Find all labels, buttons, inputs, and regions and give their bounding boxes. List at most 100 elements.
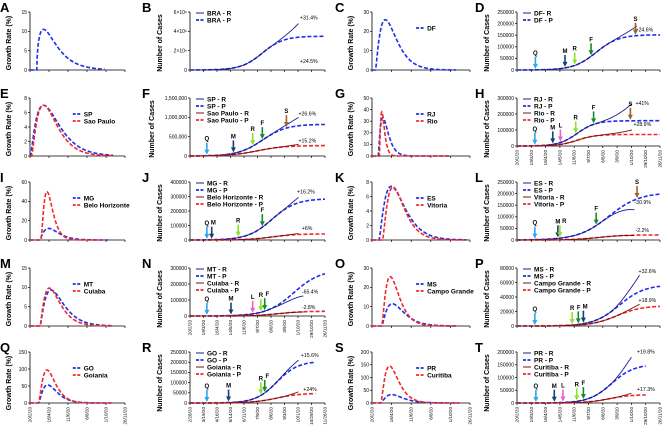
legend-item: SP - R xyxy=(196,96,226,103)
legend-label: Cuiaba - P xyxy=(207,287,239,294)
y-tick-label: 200000 xyxy=(497,350,514,356)
series-line-goiania xyxy=(30,369,112,404)
arrow-label: F xyxy=(589,37,593,43)
arrow-head-icon xyxy=(574,395,580,401)
arrow-head-icon xyxy=(575,318,581,324)
x-tick-label: 6/8/20 xyxy=(269,320,274,333)
arrow-label: M xyxy=(231,134,236,140)
x-tick-label: 19/3/20 xyxy=(201,320,206,336)
arrow-head-icon xyxy=(573,128,579,134)
y-tick-label: 10 xyxy=(363,48,369,54)
legend-label: MS - P xyxy=(534,273,555,280)
arrow-head-icon xyxy=(532,319,538,325)
y-tick-label: 150 xyxy=(361,363,370,369)
y-tick-label: 4 xyxy=(24,125,27,131)
legend-label: Campo Grande xyxy=(427,288,474,295)
arrow-label: R xyxy=(236,219,241,225)
x-tick-label: 16/4/20 xyxy=(543,407,548,423)
x-tick-label: 6/11/20 xyxy=(242,407,247,422)
y-tick-label: 0 xyxy=(184,401,187,407)
arrow-label: R xyxy=(575,382,580,388)
x-tick-label: 20/2/20 xyxy=(515,407,520,423)
y-tick-label: 20000 xyxy=(500,309,514,315)
arrow-label: M xyxy=(211,221,216,227)
series-line-pr xyxy=(372,393,460,404)
y-tick-label: 1,500,000 xyxy=(165,96,187,102)
y-tick-label: 0 xyxy=(366,401,369,407)
intervention-arrow-r: R xyxy=(557,219,567,238)
arrow-label: F xyxy=(582,381,586,387)
legend-item: Sao Paulo - R xyxy=(196,110,249,117)
y-axis-label: Growth Rate (%) xyxy=(348,102,355,156)
x-tick-label: 29/10/20 xyxy=(643,150,648,168)
x-tick-label: 1/10/20 xyxy=(629,407,634,423)
y-axis-label: Growth Rate (%) xyxy=(6,102,13,156)
arrow-label: F xyxy=(592,105,596,111)
panel-letter: M xyxy=(0,256,11,271)
y-tick-label: 50000 xyxy=(500,56,514,62)
y-tick-label: 60000 xyxy=(500,280,514,286)
arrow-head-icon xyxy=(258,389,264,395)
intervention-arrow-q: Q xyxy=(204,297,210,315)
arrow-label: Q xyxy=(533,127,538,133)
y-axis-label: Number of Cases xyxy=(157,270,164,328)
legend-label: RJ xyxy=(427,111,436,118)
series-line-bra-p xyxy=(190,35,325,71)
arrow-label: Q xyxy=(533,221,538,227)
y-tick-label: 200 xyxy=(361,350,370,356)
arrow-label: F xyxy=(260,208,264,214)
percent-annotation: +18.9% xyxy=(639,298,657,304)
y-axis-label: Growth Rate (%) xyxy=(348,16,355,70)
arrow-head-icon xyxy=(562,61,568,67)
y-tick-label: 30 xyxy=(363,10,369,16)
legend-item: Cuiaba - R xyxy=(196,280,239,287)
arrow-label: F xyxy=(266,374,270,380)
legend-item: Goiania - R xyxy=(196,364,242,371)
legend-item: Sao Paulo xyxy=(72,118,115,125)
y-tick-label: 100000 xyxy=(497,375,514,381)
x-tick-label: 9/7/20 xyxy=(586,150,591,163)
x-tick-label: 11/6/20 xyxy=(572,407,577,422)
y-tick-label: 10 xyxy=(363,304,369,310)
legend-item: Cuiaba xyxy=(72,288,106,295)
arrow-head-icon xyxy=(551,396,557,402)
y-tick-label: 200000 xyxy=(497,112,514,118)
intervention-arrow-f: F xyxy=(588,37,594,56)
legend-item: Curitiba - R xyxy=(523,364,569,371)
y-tick-label: 300000 xyxy=(497,96,514,102)
intervention-arrow-m: M xyxy=(580,305,588,323)
legend-item: MS xyxy=(416,281,438,288)
series-line-curitiba-r xyxy=(517,392,632,404)
x-tick-label: 9/7/20 xyxy=(586,407,591,420)
intervention-arrow-f: F xyxy=(262,292,270,311)
arrow-head-icon xyxy=(283,122,289,128)
legend-label: Cuiaba - R xyxy=(207,280,239,287)
y-tick-label: 0 xyxy=(511,324,514,330)
y-axis-label: Growth Rate (%) xyxy=(348,356,355,410)
panel-letter: K xyxy=(335,170,345,185)
y-tick-label: 100000 xyxy=(170,298,187,304)
series-line-vitoria xyxy=(372,186,467,241)
y-tick-label: 100000 xyxy=(497,128,514,134)
legend-label: DF - P xyxy=(534,17,553,24)
x-tick-label: 6/8/20 xyxy=(428,407,433,420)
y-tick-label: 1,000,000 xyxy=(165,115,187,121)
intervention-arrow-r: R xyxy=(235,219,241,237)
y-axis-label: Number of Cases xyxy=(157,184,164,242)
legend-label: Campo Grande - P xyxy=(534,287,591,294)
y-tick-label: 0 xyxy=(24,68,27,74)
x-tick-label: 8/6/20 xyxy=(269,407,274,420)
series-line-rio-r xyxy=(517,129,632,147)
x-tick-label: 11/6/20 xyxy=(409,407,414,422)
y-tick-label: 300000 xyxy=(170,194,187,200)
y-tick-label: 10 xyxy=(21,285,27,291)
legend-label: ES - P xyxy=(534,187,553,194)
legend-label: Cuiaba xyxy=(84,288,106,295)
legend-item: MG - P xyxy=(196,187,228,194)
arrow-label: R xyxy=(573,46,578,52)
arrow-head-icon xyxy=(204,149,210,155)
legend-label: Vitoria - R xyxy=(534,194,565,201)
arrow-head-icon xyxy=(250,140,256,146)
